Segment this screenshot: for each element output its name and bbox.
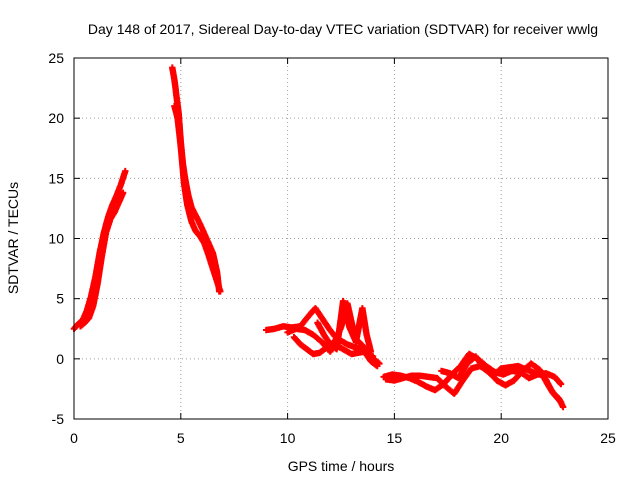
series-track-h <box>314 297 375 355</box>
series-track-d <box>171 102 224 295</box>
x-tick-label: 15 <box>387 430 403 446</box>
x-tick-label: 0 <box>70 430 78 446</box>
x-axis-label: GPS time / hours <box>288 458 395 474</box>
series-track-j <box>382 360 565 406</box>
series-track-b <box>77 189 127 330</box>
series-track-k <box>438 353 567 411</box>
plot-frame <box>73 57 609 420</box>
data-point <box>119 189 127 196</box>
grid-layer <box>74 58 608 419</box>
y-axis-label: SDTVAR / TECUs <box>5 182 21 294</box>
data-point <box>374 362 381 370</box>
data-points <box>70 64 567 411</box>
data-point <box>367 348 375 355</box>
series-track-c <box>169 64 223 295</box>
y-tick-label: 10 <box>48 231 64 247</box>
tick-layer: 0 5 10 15 20 25 -5 0 5 10 15 20 25 <box>48 50 616 446</box>
y-tick-label: 25 <box>48 50 64 66</box>
y-tick-label: 20 <box>48 110 64 126</box>
data-point <box>559 403 567 411</box>
y-tick-label: 15 <box>48 170 64 186</box>
x-tick-label: 20 <box>493 430 509 446</box>
x-tick-label: 5 <box>177 430 185 446</box>
data-point <box>217 288 224 295</box>
x-tick-label: 10 <box>280 430 296 446</box>
series-track-g <box>290 334 381 370</box>
data-point <box>122 167 129 175</box>
y-tick-label: -5 <box>52 411 65 427</box>
y-tick-label: 0 <box>56 351 64 367</box>
y-tick-label: 5 <box>56 291 64 307</box>
data-point <box>557 380 565 388</box>
x-tick-label: 25 <box>600 430 616 446</box>
chart-title: Day 148 of 2017, Sidereal Day-to-day VTE… <box>88 21 598 37</box>
